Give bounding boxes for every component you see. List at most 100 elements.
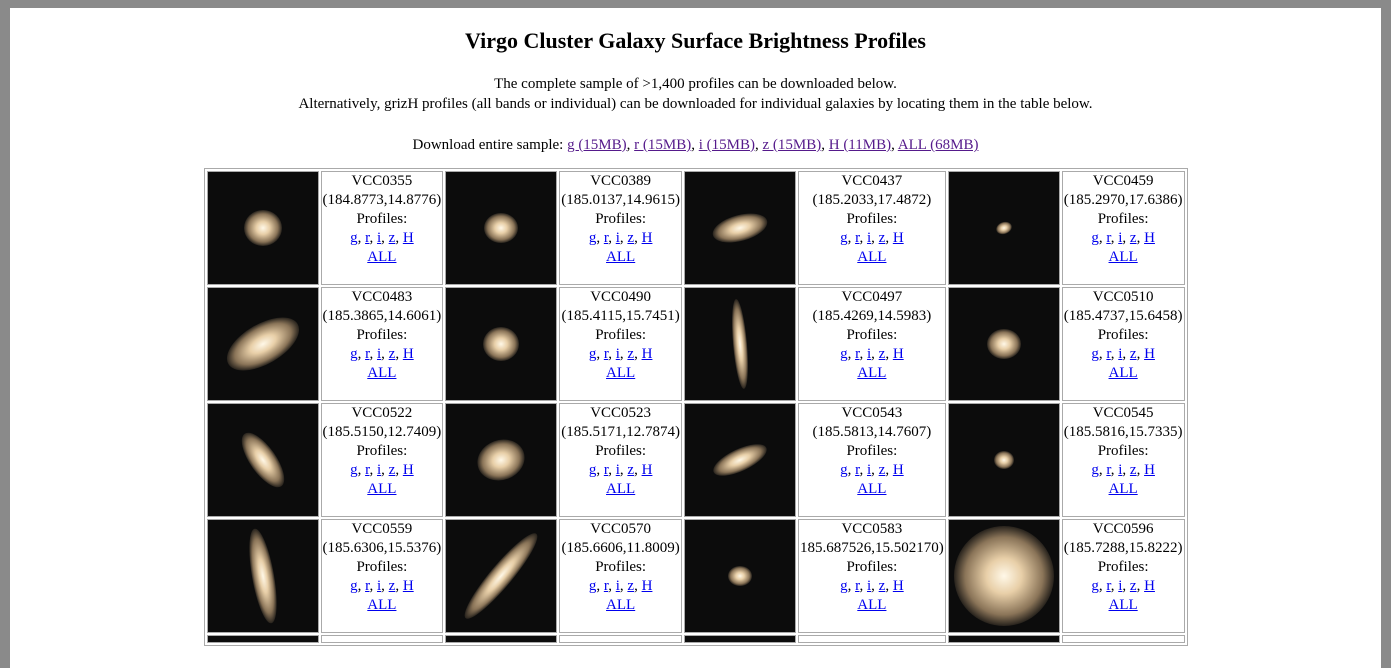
separator: , (848, 230, 852, 246)
profile-link[interactable]: H (1144, 230, 1155, 246)
cell (1062, 635, 1185, 643)
profile-link[interactable]: H (403, 230, 414, 246)
profiles-label: Profiles: (323, 442, 442, 461)
all-link[interactable]: ALL (857, 249, 886, 265)
all-link-wrap: ALL (800, 364, 944, 383)
all-link-wrap: ALL (1064, 480, 1183, 499)
all-link[interactable]: ALL (1109, 365, 1138, 381)
all-link[interactable]: ALL (1109, 597, 1138, 613)
galaxy-name: VCC0596 (1064, 520, 1183, 539)
profile-link[interactable]: g (350, 578, 358, 594)
all-link[interactable]: ALL (606, 597, 635, 613)
profile-link[interactable]: g (840, 578, 848, 594)
profile-link[interactable]: g (1091, 462, 1099, 478)
galaxy-name: VCC0510 (1064, 288, 1183, 307)
profiles-label: Profiles: (800, 210, 944, 229)
download-link[interactable]: r (15MB) (634, 137, 691, 153)
galaxy-coords: (185.0137,14.9615) (561, 191, 680, 210)
galaxy-image (207, 171, 319, 285)
profile-link[interactable]: H (1144, 578, 1155, 594)
profile-link[interactable]: g (840, 462, 848, 478)
separator: , (358, 230, 362, 246)
profiles-label: Profiles: (561, 442, 680, 461)
profile-link[interactable]: H (403, 346, 414, 362)
galaxy-info: VCC0497(185.4269,14.5983)Profiles:g, r, … (798, 287, 946, 401)
profile-link[interactable]: H (642, 346, 653, 362)
galaxy-info: VCC0596(185.7288,15.8222)Profiles:g, r, … (1062, 519, 1185, 633)
galaxy-name: VCC0497 (800, 288, 944, 307)
galaxy-image (948, 403, 1060, 517)
all-link[interactable]: ALL (606, 365, 635, 381)
profile-link[interactable]: z (1130, 578, 1137, 594)
profile-link[interactable]: H (403, 462, 414, 478)
galaxy-info: VCC0523(185.5171,12.7874)Profiles:g, r, … (559, 403, 682, 517)
profile-link[interactable]: H (893, 346, 904, 362)
separator: , (395, 462, 399, 478)
profile-link[interactable]: H (642, 578, 653, 594)
galaxy-info: VCC0570(185.6606,11.8009)Profiles:g, r, … (559, 519, 682, 633)
galaxy-image (445, 287, 557, 401)
separator: , (1111, 346, 1115, 362)
download-link[interactable]: ALL (68MB) (898, 137, 979, 153)
profile-link[interactable]: g (350, 230, 358, 246)
profile-links: g, r, i, z, H (561, 577, 680, 596)
download-link[interactable]: z (15MB) (762, 137, 821, 153)
download-link[interactable]: g (15MB) (567, 137, 627, 153)
all-link[interactable]: ALL (367, 365, 396, 381)
table-row: VCC0559(185.6306,15.5376)Profiles:g, r, … (207, 519, 1185, 633)
profile-link[interactable]: g (1091, 230, 1099, 246)
download-link[interactable]: H (11MB) (829, 137, 891, 153)
all-link[interactable]: ALL (857, 597, 886, 613)
profile-link[interactable]: H (893, 230, 904, 246)
download-link[interactable]: i (15MB) (699, 137, 755, 153)
profile-link[interactable]: g (840, 230, 848, 246)
separator: , (1122, 462, 1126, 478)
galaxy-info: VCC0545(185.5816,15.7335)Profiles:g, r, … (1062, 403, 1185, 517)
galaxy-info: VCC0483(185.3865,14.6061)Profiles:g, r, … (321, 287, 444, 401)
profile-link[interactable]: g (1091, 346, 1099, 362)
profile-link[interactable]: H (893, 578, 904, 594)
all-link[interactable]: ALL (606, 249, 635, 265)
separator: , (1122, 578, 1126, 594)
profile-link[interactable]: H (1144, 346, 1155, 362)
separator: , (596, 462, 600, 478)
separator: , (608, 462, 612, 478)
galaxy-info: VCC0583185.687526,15.502170)Profiles:g, … (798, 519, 946, 633)
profile-links: g, r, i, z, H (323, 461, 442, 480)
all-link[interactable]: ALL (367, 481, 396, 497)
all-link[interactable]: ALL (367, 597, 396, 613)
profile-link[interactable]: g (350, 462, 358, 478)
separator: , (859, 462, 863, 478)
galaxy-info: VCC0559(185.6306,15.5376)Profiles:g, r, … (321, 519, 444, 633)
all-link[interactable]: ALL (606, 481, 635, 497)
all-link[interactable]: ALL (367, 249, 396, 265)
galaxy-coords: (185.2033,17.4872) (800, 191, 944, 210)
profile-link[interactable]: H (642, 462, 653, 478)
profile-link[interactable]: z (1130, 230, 1137, 246)
profile-link[interactable]: H (893, 462, 904, 478)
profile-link[interactable]: z (1130, 462, 1137, 478)
all-link[interactable]: ALL (857, 365, 886, 381)
profile-link[interactable]: z (1130, 346, 1137, 362)
all-link[interactable]: ALL (1109, 481, 1138, 497)
all-link-wrap: ALL (323, 364, 442, 383)
profile-link[interactable]: H (642, 230, 653, 246)
profile-link[interactable]: H (1144, 462, 1155, 478)
profile-link[interactable]: g (840, 346, 848, 362)
profile-link[interactable]: g (1091, 578, 1099, 594)
profile-link[interactable]: H (403, 578, 414, 594)
all-link-wrap: ALL (800, 480, 944, 499)
profile-links: g, r, i, z, H (561, 345, 680, 364)
galaxy-coords: (185.5816,15.7335) (1064, 423, 1183, 442)
separator: , (885, 346, 889, 362)
profile-links: g, r, i, z, H (1064, 345, 1183, 364)
table-row: VCC0522(185.5150,12.7409)Profiles:g, r, … (207, 403, 1185, 517)
galaxy-image (948, 287, 1060, 401)
all-link-wrap: ALL (800, 596, 944, 615)
all-link[interactable]: ALL (1109, 249, 1138, 265)
profile-links: g, r, i, z, H (323, 577, 442, 596)
all-link[interactable]: ALL (857, 481, 886, 497)
intro-line: Alternatively, grizH profiles (all bands… (10, 94, 1381, 114)
profile-link[interactable]: g (350, 346, 358, 362)
galaxy-coords: (185.6606,11.8009) (561, 539, 680, 558)
